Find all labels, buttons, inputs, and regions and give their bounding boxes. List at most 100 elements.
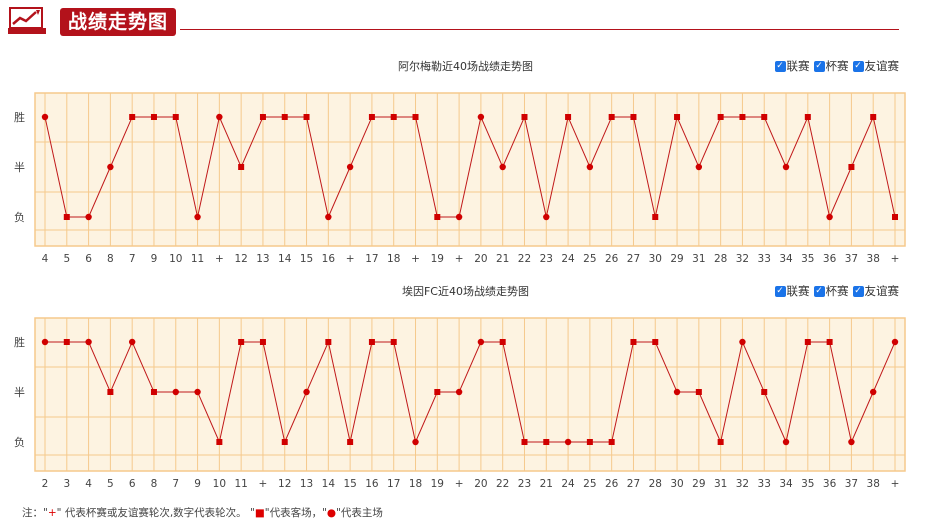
home-marker[interactable] bbox=[848, 438, 855, 446]
home-marker[interactable] bbox=[891, 338, 899, 346]
away-marker[interactable] bbox=[804, 339, 811, 345]
away-marker[interactable] bbox=[630, 339, 637, 345]
away-marker[interactable] bbox=[259, 114, 266, 120]
away-marker[interactable] bbox=[150, 114, 157, 120]
away-marker[interactable] bbox=[281, 114, 288, 120]
away-marker[interactable] bbox=[761, 389, 768, 395]
filter-league[interactable]: ✓ 联赛 bbox=[774, 59, 810, 73]
away-marker[interactable] bbox=[826, 339, 833, 345]
away-marker[interactable] bbox=[150, 389, 157, 395]
away-marker[interactable] bbox=[543, 439, 550, 445]
checkbox-icon[interactable]: ✓ bbox=[774, 60, 786, 72]
x-tick-label: 29 bbox=[692, 478, 705, 490]
filter-friendly[interactable]: ✓ 友谊赛 bbox=[852, 284, 899, 298]
checkbox-icon[interactable]: ✓ bbox=[813, 285, 825, 297]
away-marker[interactable] bbox=[259, 339, 266, 345]
x-tick-label: 13 bbox=[300, 478, 313, 490]
home-marker[interactable] bbox=[739, 338, 746, 346]
away-marker[interactable] bbox=[325, 339, 332, 345]
home-marker[interactable] bbox=[128, 338, 136, 346]
home-marker[interactable] bbox=[455, 388, 463, 396]
away-marker[interactable] bbox=[129, 114, 136, 120]
filter-league[interactable]: ✓ 联赛 bbox=[774, 284, 810, 298]
away-marker[interactable] bbox=[717, 439, 724, 445]
away-marker[interactable] bbox=[172, 114, 179, 120]
away-marker[interactable] bbox=[804, 114, 811, 120]
home-marker[interactable] bbox=[303, 388, 310, 396]
home-marker[interactable] bbox=[194, 388, 201, 396]
away-marker[interactable] bbox=[434, 389, 441, 395]
home-marker[interactable] bbox=[412, 438, 419, 446]
away-marker[interactable] bbox=[238, 339, 245, 345]
x-tick-label: 33 bbox=[758, 478, 771, 490]
x-tick-label: 7 bbox=[129, 253, 136, 265]
x-tick-label: 23 bbox=[518, 478, 531, 490]
checkbox-icon[interactable]: ✓ bbox=[813, 60, 825, 72]
away-marker[interactable] bbox=[412, 114, 419, 120]
home-marker[interactable] bbox=[41, 338, 49, 346]
home-marker[interactable] bbox=[455, 213, 463, 221]
header-divider bbox=[180, 29, 899, 30]
away-marker[interactable] bbox=[608, 114, 615, 120]
home-marker[interactable] bbox=[543, 213, 550, 221]
away-marker[interactable] bbox=[368, 114, 375, 120]
away-marker[interactable] bbox=[630, 114, 637, 120]
home-marker[interactable] bbox=[107, 163, 114, 171]
home-marker[interactable] bbox=[346, 163, 354, 171]
home-marker[interactable] bbox=[586, 163, 594, 171]
away-marker[interactable] bbox=[739, 114, 746, 120]
checkbox-icon[interactable]: ✓ bbox=[852, 285, 864, 297]
away-marker[interactable] bbox=[892, 214, 898, 220]
away-marker[interactable] bbox=[390, 114, 397, 120]
home-marker[interactable] bbox=[194, 213, 201, 221]
home-marker[interactable] bbox=[782, 163, 790, 171]
home-marker[interactable] bbox=[499, 163, 506, 171]
home-marker[interactable] bbox=[673, 388, 681, 396]
away-marker[interactable] bbox=[652, 214, 659, 220]
away-marker[interactable] bbox=[870, 114, 877, 120]
home-marker[interactable] bbox=[782, 438, 790, 446]
filter-cup[interactable]: ✓ 杯赛 bbox=[813, 284, 849, 298]
home-marker[interactable] bbox=[85, 213, 92, 221]
away-marker[interactable] bbox=[565, 114, 572, 120]
filter-friendly[interactable]: ✓ 友谊赛 bbox=[852, 59, 899, 73]
x-tick-label: 28 bbox=[714, 253, 727, 265]
away-marker[interactable] bbox=[761, 114, 768, 120]
away-marker[interactable] bbox=[717, 114, 724, 120]
away-marker[interactable] bbox=[63, 339, 70, 345]
home-marker[interactable] bbox=[216, 113, 223, 121]
away-marker[interactable] bbox=[521, 114, 528, 120]
away-marker[interactable] bbox=[695, 389, 702, 395]
away-marker[interactable] bbox=[652, 339, 659, 345]
checkbox-icon[interactable]: ✓ bbox=[852, 60, 864, 72]
away-marker[interactable] bbox=[499, 339, 506, 345]
home-marker[interactable] bbox=[826, 213, 833, 221]
away-marker[interactable] bbox=[390, 339, 397, 345]
away-marker[interactable] bbox=[303, 114, 310, 120]
home-marker[interactable] bbox=[172, 388, 179, 396]
away-marker[interactable] bbox=[608, 439, 615, 445]
away-marker[interactable] bbox=[347, 439, 354, 445]
checkbox-icon[interactable]: ✓ bbox=[774, 285, 786, 297]
away-marker[interactable] bbox=[586, 439, 593, 445]
away-marker[interactable] bbox=[848, 164, 855, 170]
away-marker[interactable] bbox=[238, 164, 245, 170]
away-marker[interactable] bbox=[521, 439, 528, 445]
home-marker[interactable] bbox=[477, 338, 485, 346]
home-marker[interactable] bbox=[41, 113, 49, 121]
home-marker[interactable] bbox=[695, 163, 703, 171]
x-tick-label: 14 bbox=[278, 253, 292, 265]
home-marker[interactable] bbox=[870, 388, 877, 396]
filter-cup[interactable]: ✓ 杯赛 bbox=[813, 59, 849, 73]
away-marker[interactable] bbox=[368, 339, 375, 345]
home-marker[interactable] bbox=[85, 338, 92, 346]
home-marker[interactable] bbox=[325, 213, 332, 221]
away-marker[interactable] bbox=[281, 439, 288, 445]
away-marker[interactable] bbox=[63, 214, 70, 220]
home-marker[interactable] bbox=[564, 438, 572, 446]
away-marker[interactable] bbox=[434, 214, 441, 220]
home-marker[interactable] bbox=[477, 113, 485, 121]
away-marker[interactable] bbox=[216, 439, 223, 445]
away-marker[interactable] bbox=[107, 389, 114, 395]
away-marker[interactable] bbox=[674, 114, 681, 120]
